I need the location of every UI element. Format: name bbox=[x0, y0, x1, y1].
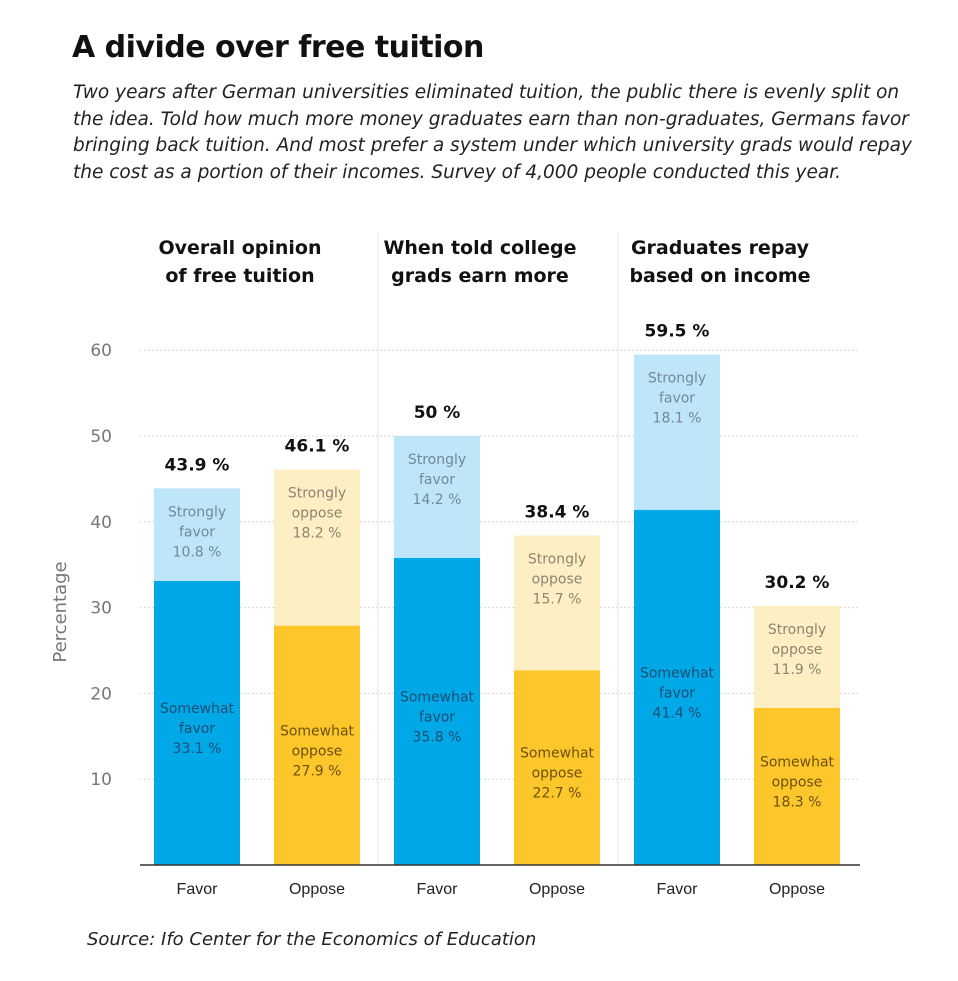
segment-label: oppose bbox=[772, 642, 823, 658]
segment-value-label: 18.1 % bbox=[653, 410, 702, 426]
x-tick-label: Favor bbox=[657, 881, 699, 898]
bar-total-label: 30.2 % bbox=[765, 573, 830, 593]
segment-label: favor bbox=[419, 472, 455, 488]
segment-label: Strongly bbox=[288, 485, 346, 501]
bar-segment-strongly-favor bbox=[634, 354, 720, 510]
segment-label: Somewhat bbox=[760, 754, 835, 770]
y-tick-label: 20 bbox=[90, 684, 112, 704]
x-tick-label: Oppose bbox=[529, 881, 585, 898]
segment-label: Strongly bbox=[408, 452, 466, 468]
segment-value-label: 11.9 % bbox=[773, 662, 822, 678]
segment-label: favor bbox=[659, 390, 695, 406]
segment-value-label: 35.8 % bbox=[413, 729, 462, 745]
segment-value-label: 27.9 % bbox=[293, 763, 342, 779]
segment-label: favor bbox=[659, 685, 695, 701]
group-title: Overall opinion bbox=[158, 237, 321, 259]
bar-total-label: 46.1 % bbox=[285, 436, 350, 456]
group-title: When told college bbox=[383, 237, 576, 259]
bar-total-label: 43.9 % bbox=[165, 455, 230, 475]
bar-segment-somewhat-favor bbox=[634, 509, 720, 865]
segment-label: favor bbox=[419, 709, 455, 725]
segment-value-label: 18.2 % bbox=[293, 525, 342, 541]
bar-total-label: 59.5 % bbox=[645, 321, 710, 341]
segment-label: Somewhat bbox=[280, 723, 355, 739]
source-note: Source: Ifo Center for the Economics of … bbox=[87, 929, 537, 950]
segment-label: Strongly bbox=[648, 370, 706, 386]
segment-label: oppose bbox=[292, 505, 343, 521]
segment-label: Strongly bbox=[168, 504, 226, 520]
segment-label: favor bbox=[179, 721, 215, 737]
bar-total-label: 50 % bbox=[414, 403, 461, 423]
bar-total-label: 38.4 % bbox=[525, 503, 590, 523]
segment-label: Somewhat bbox=[400, 689, 475, 705]
x-tick-label: Oppose bbox=[289, 881, 345, 898]
group-title: of free tuition bbox=[165, 265, 314, 287]
segment-label: oppose bbox=[292, 743, 343, 759]
bar-segment-strongly-favor bbox=[154, 488, 240, 582]
x-tick-label: Oppose bbox=[769, 881, 825, 898]
y-tick-label: 60 bbox=[90, 341, 112, 361]
group-title: based on income bbox=[629, 265, 810, 287]
segment-label: oppose bbox=[532, 766, 583, 782]
segment-label: Somewhat bbox=[520, 746, 595, 762]
x-tick-label: Favor bbox=[417, 881, 459, 898]
bar-segment-somewhat-oppose bbox=[754, 707, 840, 865]
x-tick-label: Favor bbox=[177, 881, 219, 898]
group-title: Graduates repay bbox=[631, 237, 810, 259]
bar-segment-somewhat-oppose bbox=[274, 625, 360, 865]
segment-label: oppose bbox=[772, 774, 823, 790]
y-axis-label: Percentage bbox=[50, 561, 71, 662]
segment-label: oppose bbox=[532, 572, 583, 588]
y-tick-label: 50 bbox=[90, 427, 112, 447]
segment-value-label: 15.7 % bbox=[533, 592, 582, 608]
segment-value-label: 33.1 % bbox=[173, 741, 222, 757]
segment-label: Somewhat bbox=[160, 701, 235, 717]
segment-label: Somewhat bbox=[640, 665, 715, 681]
y-tick-label: 10 bbox=[90, 770, 112, 790]
y-tick-label: 30 bbox=[90, 599, 112, 619]
segment-value-label: 22.7 % bbox=[533, 786, 582, 802]
bar-segment-somewhat-favor bbox=[154, 581, 240, 865]
segment-label: favor bbox=[179, 524, 215, 540]
group-title: grads earn more bbox=[391, 265, 569, 287]
segment-value-label: 10.8 % bbox=[173, 544, 222, 560]
bar-segment-somewhat-oppose bbox=[514, 670, 600, 865]
chart-subtitle: Two years after German universities elim… bbox=[73, 82, 912, 183]
bar-segment-strongly-oppose bbox=[514, 535, 600, 671]
chart-title: A divide over free tuition bbox=[72, 30, 484, 65]
y-tick-label: 40 bbox=[90, 513, 112, 533]
bar-segment-strongly-favor bbox=[394, 436, 480, 558]
segment-label: Strongly bbox=[528, 552, 586, 568]
bar-segment-somewhat-favor bbox=[394, 557, 480, 865]
bar-segment-strongly-oppose bbox=[754, 605, 840, 708]
segment-label: Strongly bbox=[768, 622, 826, 638]
segment-value-label: 18.3 % bbox=[773, 794, 822, 810]
segment-value-label: 41.4 % bbox=[653, 705, 702, 721]
segment-value-label: 14.2 % bbox=[413, 492, 462, 508]
bar-segment-strongly-oppose bbox=[274, 469, 360, 626]
